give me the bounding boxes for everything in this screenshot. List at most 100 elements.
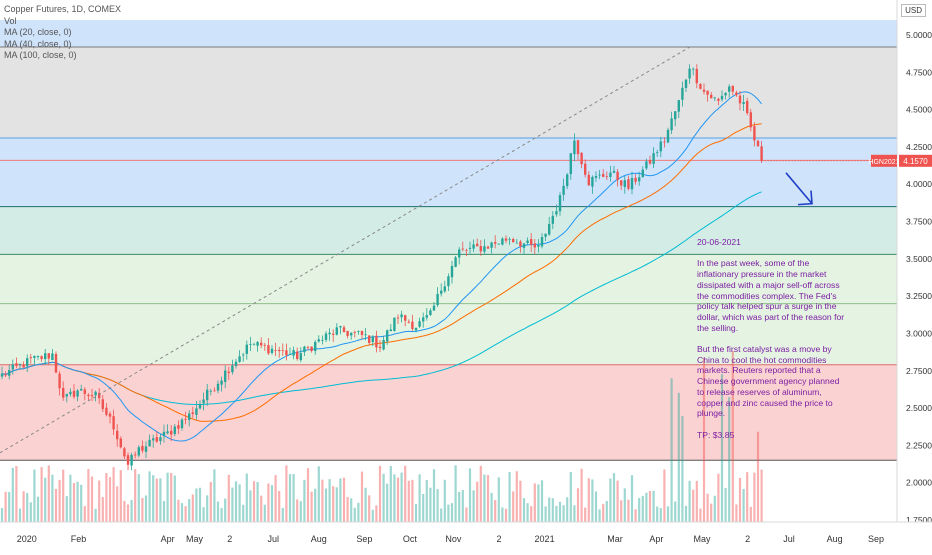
volume-bar: [702, 358, 706, 522]
candle-body: [760, 146, 763, 161]
volume-bar: [296, 499, 299, 522]
candle-body: [648, 160, 652, 164]
candle-body: [65, 394, 68, 397]
candle-body: [368, 335, 371, 344]
candle-body: [11, 364, 14, 370]
volume-bar: [371, 509, 374, 522]
y-tick-label: 4.0000: [906, 179, 932, 189]
candle-body: [180, 419, 184, 429]
candle-body: [573, 140, 576, 155]
candle-body: [594, 176, 598, 178]
candle-body: [684, 79, 688, 88]
x-tick-label: May: [693, 534, 711, 544]
volume-bar: [630, 475, 634, 522]
candle-body: [285, 350, 288, 356]
legend-ma40[interactable]: MA (40, close, 0): [4, 38, 72, 49]
candle-body: [112, 416, 115, 430]
volume-bar: [220, 508, 223, 522]
chart-legend: Copper Futures, 1D, COMEX Vol MA (20, cl…: [4, 4, 121, 62]
volume-bar: [447, 504, 450, 522]
candle-body: [213, 390, 216, 392]
volume-bar: [432, 469, 436, 522]
candle-body: [4, 374, 7, 376]
volume-bar: [234, 481, 238, 522]
candle-body: [720, 95, 724, 100]
ma40-line: [1, 123, 762, 422]
candle-body: [108, 413, 112, 417]
volume-bar: [148, 471, 151, 522]
volume-bar: [364, 487, 367, 522]
y-tick-label: 1.7500: [906, 515, 932, 525]
volume-bar: [33, 469, 36, 522]
candle-body: [659, 141, 662, 152]
candle-body: [332, 333, 335, 335]
x-tick-label: Mar: [607, 534, 623, 544]
volume-bar: [497, 477, 500, 522]
y-tick-label: 5.0000: [906, 30, 932, 40]
price-scale-bg: [897, 0, 932, 550]
candle-body: [184, 418, 187, 420]
volume-bar: [206, 495, 209, 522]
volume-bar: [641, 495, 644, 522]
candle-body: [281, 350, 284, 351]
volume-bar: [584, 507, 587, 522]
volume-bar: [760, 469, 763, 522]
volume-bar: [731, 351, 734, 522]
y-tick-label: 2.5000: [906, 403, 932, 413]
volume-bar: [285, 465, 288, 522]
candle-body: [411, 321, 414, 330]
volume-bar: [94, 508, 97, 522]
volume-bar: [512, 491, 515, 522]
volume-bar: [713, 495, 716, 522]
candle-body: [371, 336, 374, 342]
volume-bar: [429, 487, 432, 522]
candle-body: [245, 344, 248, 354]
legend-volume[interactable]: Vol: [4, 15, 17, 26]
legend-symbol[interactable]: Copper Futures, 1D, COMEX: [4, 4, 122, 14]
volume-bar: [648, 490, 652, 522]
x-tick-label: 2: [745, 534, 750, 544]
currency-button[interactable]: USD: [901, 4, 926, 17]
candle-body: [119, 438, 122, 448]
volume-bar: [724, 488, 727, 522]
note-target: TP: $3.85: [697, 429, 735, 440]
zone-4: [0, 254, 897, 365]
volume-bar: [51, 474, 54, 522]
volume-bar: [440, 508, 443, 522]
volume-bar: [270, 485, 274, 522]
volume-bar: [692, 489, 695, 522]
volume-bar: [324, 488, 328, 522]
volume-bar: [162, 501, 166, 522]
candle-body: [605, 176, 608, 178]
volume-bar: [123, 500, 126, 522]
candle-body: [386, 330, 389, 342]
legend-ma100[interactable]: MA (100, close, 0): [4, 50, 77, 60]
candle-body: [447, 276, 450, 287]
candle-body: [288, 354, 292, 355]
candle-body: [699, 83, 702, 89]
volume-bar: [191, 494, 194, 522]
volume-bar: [44, 477, 47, 522]
volume-bar: [504, 508, 508, 522]
candle-body: [328, 332, 331, 335]
legend-ma20[interactable]: MA (20, close, 0): [4, 27, 72, 37]
candle-body: [490, 242, 493, 248]
volume-bar: [274, 475, 277, 522]
candle-body: [522, 243, 526, 248]
volume-bar: [418, 474, 421, 522]
candle-body: [688, 68, 691, 79]
candle-body: [710, 94, 713, 99]
candle-body: [234, 361, 238, 367]
last-price-value: 4.1570: [903, 157, 928, 166]
volume-bar: [461, 489, 464, 522]
candle-body: [314, 341, 317, 352]
volume-bar: [533, 483, 536, 522]
volume-bar: [76, 481, 79, 522]
volume-bar: [339, 478, 342, 522]
last-price-symbol: HGN2021: [868, 159, 899, 166]
y-tick-label: 3.0000: [906, 328, 932, 338]
candle-body: [22, 364, 25, 368]
volume-bar: [83, 506, 86, 522]
